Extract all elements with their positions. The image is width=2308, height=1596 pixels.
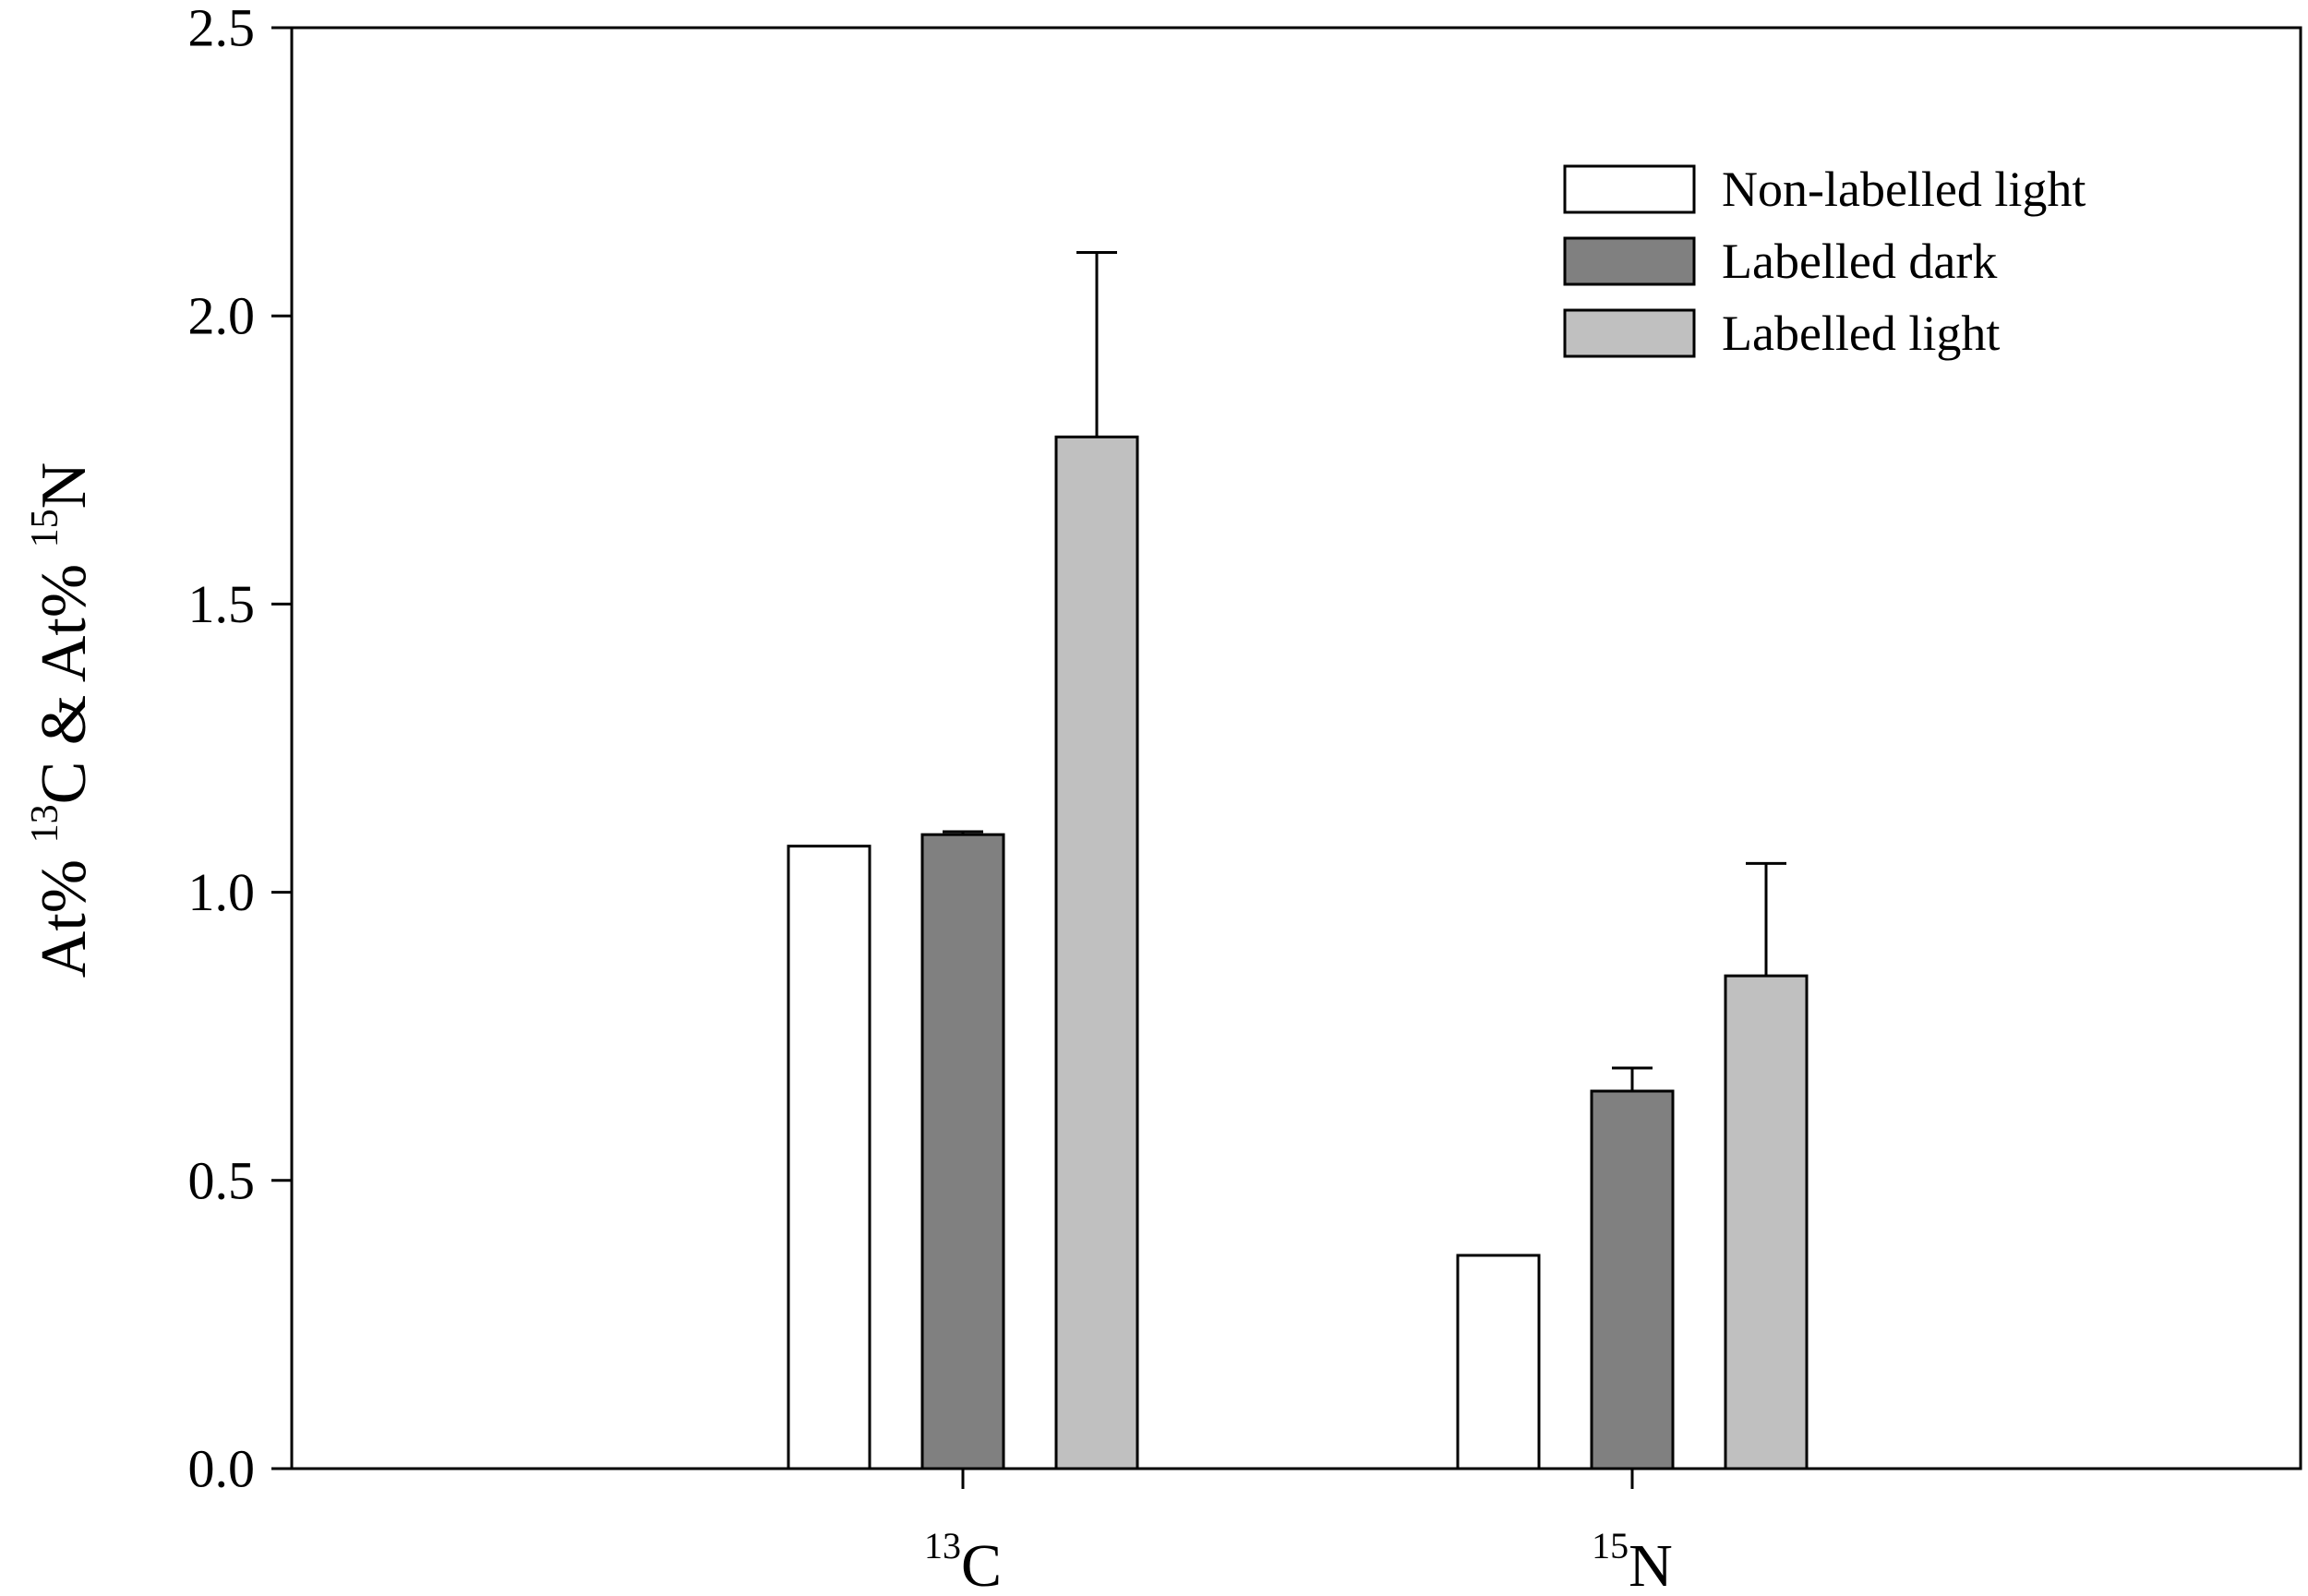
y-axis-ticks: 0.0 0.5 1.0 1.5 2.0 2.5 [188, 0, 292, 1499]
y-tick-label: 0.5 [188, 1150, 256, 1210]
x-axis-ticks: 13C 15N [924, 1469, 1673, 1596]
x-tick-label: 13C [924, 1525, 1002, 1596]
legend-swatch [1563, 236, 1696, 286]
plot-frame [290, 26, 2302, 1470]
y-tick-label: 2.5 [188, 0, 256, 58]
x-tick-label: 15N [1592, 1525, 1673, 1596]
bars-group [787, 251, 1809, 1470]
bar [1590, 1089, 1675, 1470]
bar [1054, 435, 1139, 1470]
legend-swatch [1563, 308, 1696, 358]
bar [1456, 1254, 1541, 1470]
legend-label: Labelled dark [1722, 234, 1997, 289]
y-tick-label: 0.0 [188, 1439, 256, 1499]
bar [1724, 974, 1809, 1470]
y-tick-label: 2.0 [188, 286, 256, 346]
y-tick-label: 1.5 [188, 574, 256, 634]
bar [787, 845, 872, 1470]
y-axis-label: At% 13C & At% 15N [24, 462, 100, 978]
legend-swatch [1563, 164, 1696, 214]
bar [920, 833, 1005, 1470]
y-tick-label: 1.0 [188, 862, 256, 922]
legend-label: Labelled light [1722, 306, 2000, 361]
legend: Non-labelled light Labelled dark Labelled … [1563, 162, 2086, 361]
legend-label: Non-labelled light [1722, 162, 2086, 217]
